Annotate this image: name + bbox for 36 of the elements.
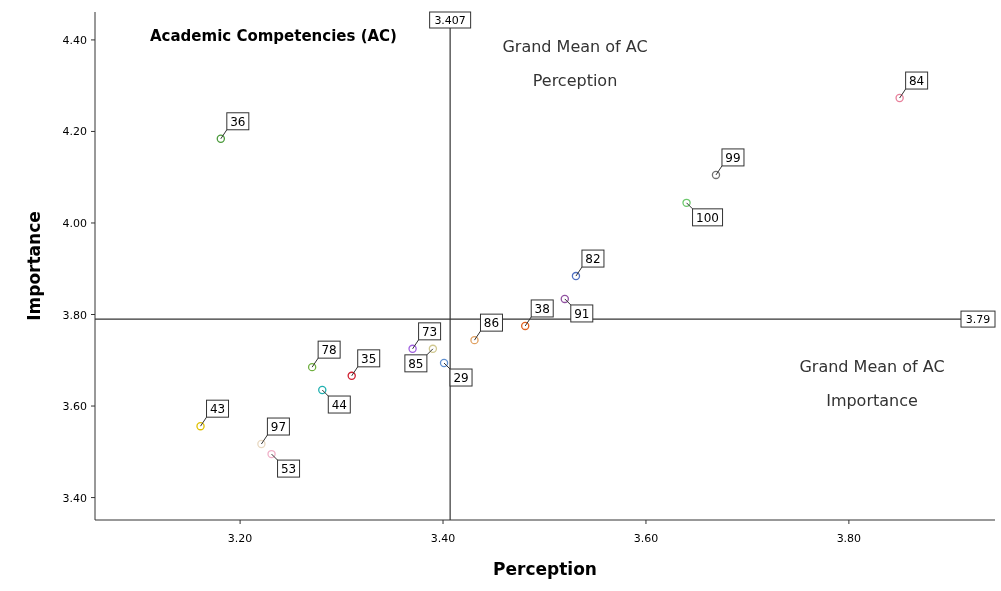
- annotation: Grand Mean of AC Importance: [799, 357, 945, 410]
- ref-line-label: 3.79: [965, 313, 991, 327]
- annotation: 85: [408, 356, 424, 371]
- annotation: 91: [574, 306, 590, 321]
- y-tick-label: 3.60: [62, 400, 87, 414]
- annotation: 29: [453, 371, 469, 386]
- ref-line-label: 3.407: [434, 14, 466, 27]
- annotation: 99: [725, 150, 741, 165]
- annotation: 73: [421, 324, 438, 339]
- annotation: 53: [280, 462, 297, 477]
- y-axis-title: Importance: [24, 211, 44, 321]
- annotation: 84: [908, 74, 925, 89]
- y-tick-label: 4.40: [62, 33, 87, 47]
- annotation: Grand Mean of AC Perception: [502, 37, 648, 90]
- x-tick-label: 3.40: [430, 532, 456, 545]
- annotation: 82: [585, 252, 601, 267]
- annotation: 100: [696, 210, 719, 225]
- y-tick-label: 4.20: [62, 125, 87, 139]
- annotation: 36: [230, 114, 246, 129]
- annotation: 38: [534, 301, 550, 316]
- annotation: 86: [483, 316, 500, 331]
- point: [439, 358, 449, 368]
- x-axis-title: Perception: [493, 559, 597, 579]
- annotation: 97: [270, 420, 287, 435]
- y-tick-label: 4.00: [62, 216, 87, 230]
- annotation: 78: [321, 343, 337, 358]
- x-tick-label: 3.60: [633, 532, 659, 545]
- x-tick-label: 3.80: [836, 532, 862, 545]
- y-tick-label: 3.40: [62, 491, 87, 505]
- point: [216, 134, 226, 143]
- annotation: 35: [361, 351, 377, 366]
- text: Academic Competencies (AC): [150, 27, 397, 45]
- annotation: 43: [209, 402, 226, 417]
- y-tick-label: 3.80: [62, 308, 87, 322]
- x-tick-label: 3.20: [227, 532, 253, 545]
- annotation: 44: [331, 398, 347, 413]
